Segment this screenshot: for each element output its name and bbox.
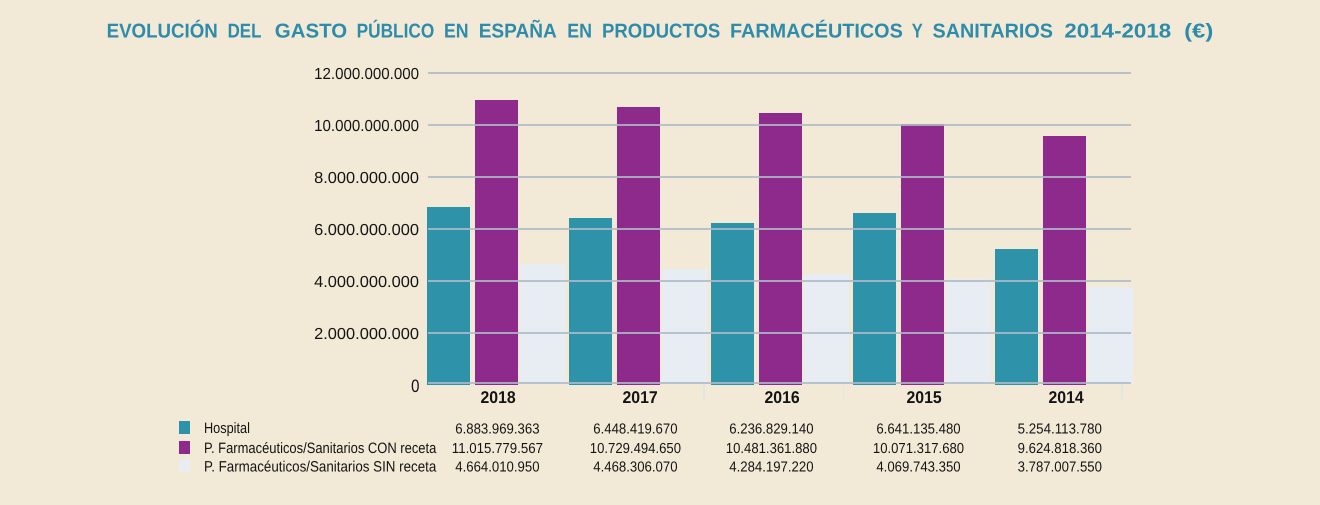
- svg-text:6.448.419.670: 6.448.419.670: [593, 421, 677, 437]
- svg-text:EN: EN: [567, 20, 592, 42]
- svg-text:2015: 2015: [907, 388, 942, 407]
- svg-text:2.000.000.000: 2.000.000.000: [314, 326, 419, 343]
- svg-text:10.481.361.880: 10.481.361.880: [726, 441, 817, 457]
- svg-text:PRODUCTOS: PRODUCTOS: [602, 20, 720, 42]
- svg-text:ESPAÑA: ESPAÑA: [479, 19, 557, 42]
- svg-text:10.071.317.680: 10.071.317.680: [873, 441, 964, 457]
- svg-text:4.069.743.350: 4.069.743.350: [876, 460, 960, 476]
- svg-text:4.664.010.950: 4.664.010.950: [455, 460, 539, 476]
- svg-text:11.015.779.567: 11.015.779.567: [452, 441, 543, 457]
- svg-text:0: 0: [411, 376, 419, 396]
- svg-text:(€): (€): [1184, 20, 1213, 42]
- svg-text:DEL: DEL: [228, 20, 262, 42]
- svg-text:PÚBLICO: PÚBLICO: [357, 19, 435, 42]
- svg-text:4.284.197.220: 4.284.197.220: [729, 460, 813, 476]
- svg-text:4.000.000.000: 4.000.000.000: [314, 274, 419, 291]
- svg-text:2016: 2016: [765, 388, 800, 407]
- svg-text:8.000.000.000: 8.000.000.000: [314, 170, 419, 187]
- svg-text:2018: 2018: [481, 388, 516, 407]
- svg-text:P. Farmacéuticos/Sanitarios CO: P. Farmacéuticos/Sanitarios CON receta: [204, 440, 437, 457]
- svg-text:2014-2018: 2014-2018: [1064, 20, 1171, 42]
- svg-text:9.624.818.360: 9.624.818.360: [1018, 441, 1102, 457]
- svg-text:4.468.306.070: 4.468.306.070: [593, 460, 677, 476]
- svg-text:10.000.000.000: 10.000.000.000: [314, 118, 419, 135]
- svg-text:6.000.000.000: 6.000.000.000: [314, 222, 419, 239]
- svg-text:10.729.494.650: 10.729.494.650: [590, 441, 681, 457]
- svg-text:2017: 2017: [623, 388, 658, 407]
- svg-text:GASTO: GASTO: [275, 20, 347, 42]
- svg-text:3.787.007.550: 3.787.007.550: [1018, 460, 1102, 476]
- svg-text:Hospital: Hospital: [204, 420, 250, 437]
- svg-text:EVOLUCIÓN: EVOLUCIÓN: [107, 19, 218, 42]
- svg-text:Y: Y: [912, 20, 924, 42]
- svg-text:12.000.000.000: 12.000.000.000: [314, 66, 419, 83]
- svg-text:P. Farmacéuticos/Sanitarios SI: P. Farmacéuticos/Sanitarios SIN receta: [204, 459, 437, 476]
- svg-text:6.641.135.480: 6.641.135.480: [876, 421, 960, 437]
- svg-text:6.883.969.363: 6.883.969.363: [455, 421, 539, 437]
- svg-text:EN: EN: [444, 20, 469, 42]
- svg-text:2014: 2014: [1049, 388, 1085, 407]
- svg-text:6.236.829.140: 6.236.829.140: [729, 421, 813, 437]
- svg-text:FARMACÉUTICOS: FARMACÉUTICOS: [730, 19, 903, 42]
- svg-text:5.254.113.780: 5.254.113.780: [1018, 421, 1102, 437]
- svg-text:SANITARIOS: SANITARIOS: [933, 20, 1054, 42]
